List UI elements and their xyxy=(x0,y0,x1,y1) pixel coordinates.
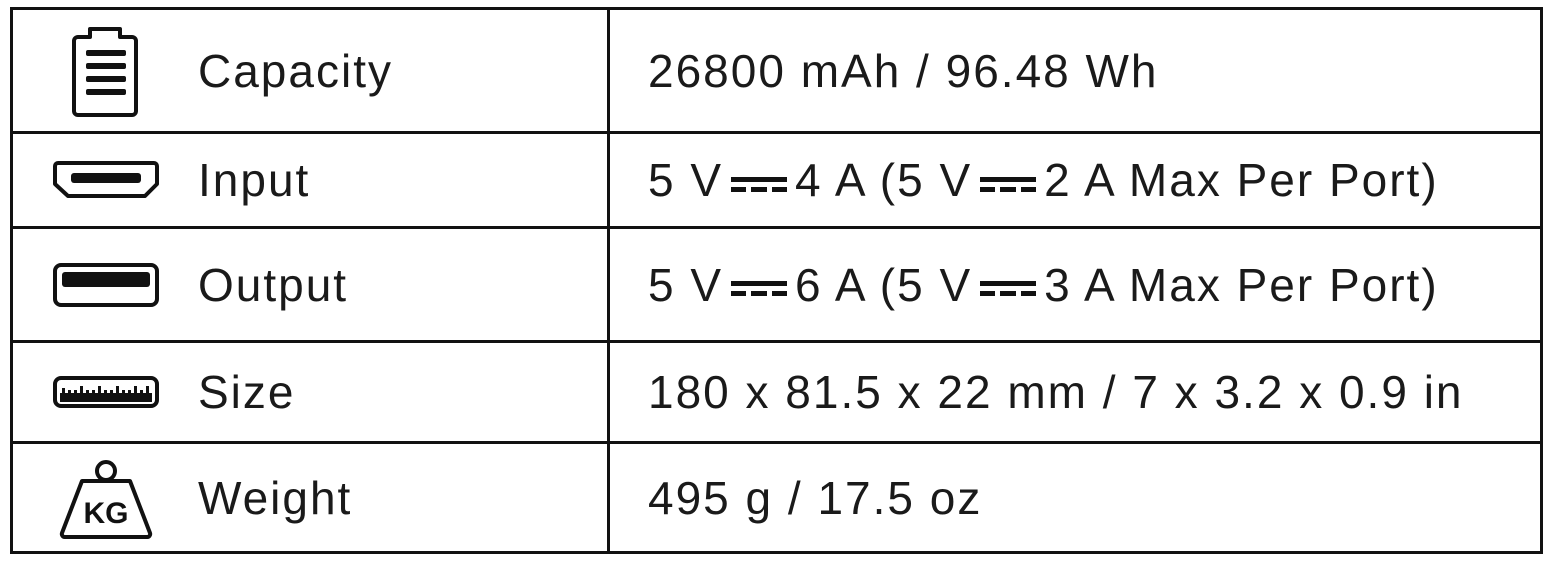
ruler-icon xyxy=(13,375,198,409)
spec-table: Capacity 26800 mAh / 96.48 Wh Input 5 V 4… xyxy=(10,7,1543,554)
dc-symbol-icon xyxy=(731,176,788,192)
dc-symbol-icon xyxy=(731,281,788,297)
spec-row-size: Size 180 x 81.5 x 22 mm / 7 x 3.2 x 0.9 … xyxy=(10,340,1543,444)
spec-label: Size xyxy=(198,366,296,418)
svg-text:KG: KG xyxy=(83,497,128,530)
spec-value: 495 g / 17.5 oz xyxy=(648,471,983,524)
spec-label: Input xyxy=(198,154,311,206)
spec-row-capacity: Capacity 26800 mAh / 96.48 Wh xyxy=(10,7,1543,134)
value-part: 6 A (5 V xyxy=(795,258,973,311)
hdmi-port-icon xyxy=(13,160,198,200)
spec-label: Weight xyxy=(198,471,353,524)
spec-label: Capacity xyxy=(198,44,393,97)
kg-weight-icon: KG xyxy=(13,457,198,539)
dc-symbol-icon xyxy=(980,176,1037,192)
spec-value: 5 V 4 A (5 V 2 A Max Per Port) xyxy=(648,154,1439,206)
spec-label: Output xyxy=(198,258,349,311)
dc-symbol-icon xyxy=(980,281,1037,297)
value-part: 2 A Max Per Port) xyxy=(1044,154,1439,206)
value-part: 5 V xyxy=(648,258,724,311)
spec-value: 26800 mAh / 96.48 Wh xyxy=(648,44,1159,97)
usb-port-icon xyxy=(13,262,198,308)
spec-row-output: Output 5 V 6 A (5 V 3 A Max Per Port) xyxy=(10,226,1543,343)
spec-value: 180 x 81.5 x 22 mm / 7 x 3.2 x 0.9 in xyxy=(648,366,1464,418)
spec-row-input: Input 5 V 4 A (5 V 2 A Max Per Port) xyxy=(10,131,1543,229)
battery-icon xyxy=(13,25,198,117)
value-part: 5 V xyxy=(648,154,724,206)
value-part: 4 A (5 V xyxy=(795,154,973,206)
spec-value: 5 V 6 A (5 V 3 A Max Per Port) xyxy=(648,259,1439,311)
spec-row-weight: KG Weight 495 g / 17.5 oz xyxy=(10,441,1543,554)
value-part: 3 A Max Per Port) xyxy=(1044,258,1439,311)
